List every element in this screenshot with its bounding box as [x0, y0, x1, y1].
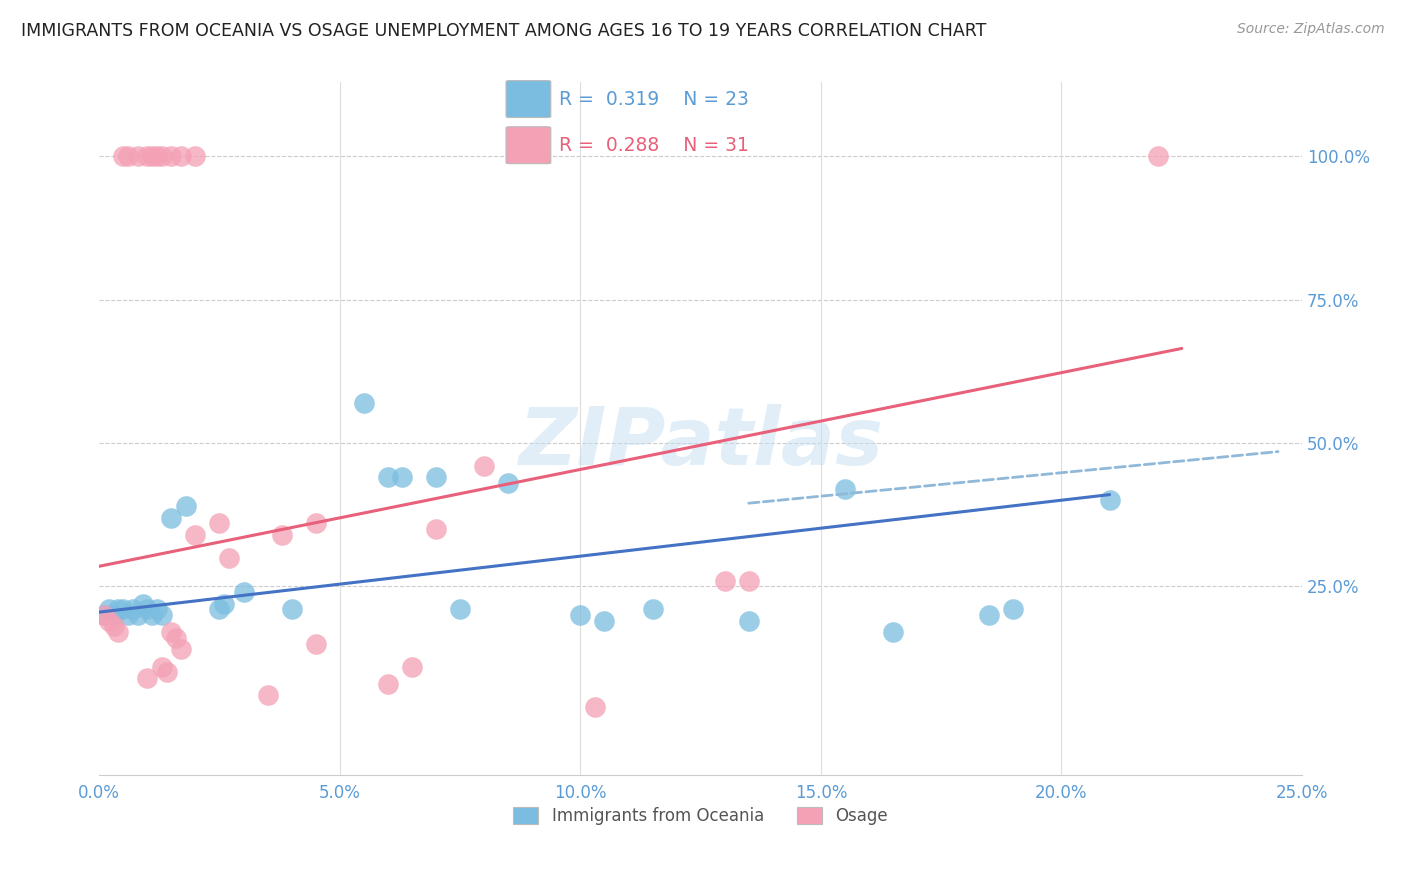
Point	[107, 602, 129, 616]
Point	[305, 516, 328, 531]
Legend: Immigrants from Oceania, Osage: Immigrants from Oceania, Osage	[505, 798, 897, 833]
Point	[150, 659, 173, 673]
FancyBboxPatch shape	[506, 127, 551, 163]
Point	[834, 482, 856, 496]
Point	[160, 510, 183, 524]
Point	[150, 149, 173, 163]
Point	[738, 574, 761, 588]
Point	[131, 597, 153, 611]
Point	[280, 602, 302, 616]
Point	[127, 149, 149, 163]
Point	[117, 149, 139, 163]
Point	[146, 149, 169, 163]
Point	[112, 602, 135, 616]
Point	[1146, 149, 1168, 163]
Point	[214, 597, 236, 611]
Point	[882, 625, 904, 640]
Point	[208, 602, 231, 616]
Point	[103, 607, 125, 622]
Point	[165, 631, 187, 645]
Point	[150, 607, 173, 622]
Point	[170, 149, 193, 163]
Point	[218, 550, 240, 565]
Point	[127, 607, 149, 622]
Point	[136, 671, 159, 685]
Point	[713, 574, 735, 588]
Point	[136, 602, 159, 616]
Point	[738, 614, 761, 628]
Point	[97, 614, 120, 628]
Point	[271, 527, 294, 541]
Point	[155, 665, 177, 680]
Point	[93, 607, 115, 622]
Point	[160, 625, 183, 640]
Text: R =  0.319    N = 23: R = 0.319 N = 23	[560, 89, 749, 109]
Point	[593, 614, 616, 628]
Point	[377, 677, 399, 691]
Point	[401, 659, 423, 673]
Point	[425, 522, 447, 536]
Point	[305, 637, 328, 651]
Point	[472, 458, 495, 473]
Point	[1002, 602, 1025, 616]
Point	[141, 607, 163, 622]
Point	[184, 149, 207, 163]
Point	[232, 585, 254, 599]
Point	[449, 602, 471, 616]
Point	[160, 149, 183, 163]
Point	[117, 607, 139, 622]
Point	[103, 619, 125, 633]
Point	[146, 602, 169, 616]
Point	[136, 149, 159, 163]
Point	[170, 642, 193, 657]
Point	[97, 602, 120, 616]
Point	[112, 149, 135, 163]
Point	[93, 607, 115, 622]
Point	[107, 625, 129, 640]
Point	[569, 607, 592, 622]
Point	[425, 470, 447, 484]
Text: ZIPatlas: ZIPatlas	[519, 403, 883, 482]
Point	[122, 602, 145, 616]
Point	[377, 470, 399, 484]
Text: R =  0.288    N = 31: R = 0.288 N = 31	[560, 136, 749, 154]
Point	[256, 688, 278, 702]
Point	[174, 499, 197, 513]
Text: Source: ZipAtlas.com: Source: ZipAtlas.com	[1237, 22, 1385, 37]
Point	[141, 149, 163, 163]
Point	[1098, 493, 1121, 508]
Point	[391, 470, 413, 484]
Point	[184, 527, 207, 541]
Point	[353, 396, 375, 410]
Point	[208, 516, 231, 531]
Point	[583, 699, 606, 714]
Text: IMMIGRANTS FROM OCEANIA VS OSAGE UNEMPLOYMENT AMONG AGES 16 TO 19 YEARS CORRELAT: IMMIGRANTS FROM OCEANIA VS OSAGE UNEMPLO…	[21, 22, 987, 40]
Point	[496, 476, 519, 491]
FancyBboxPatch shape	[506, 80, 551, 118]
Point	[979, 607, 1001, 622]
Point	[641, 602, 664, 616]
